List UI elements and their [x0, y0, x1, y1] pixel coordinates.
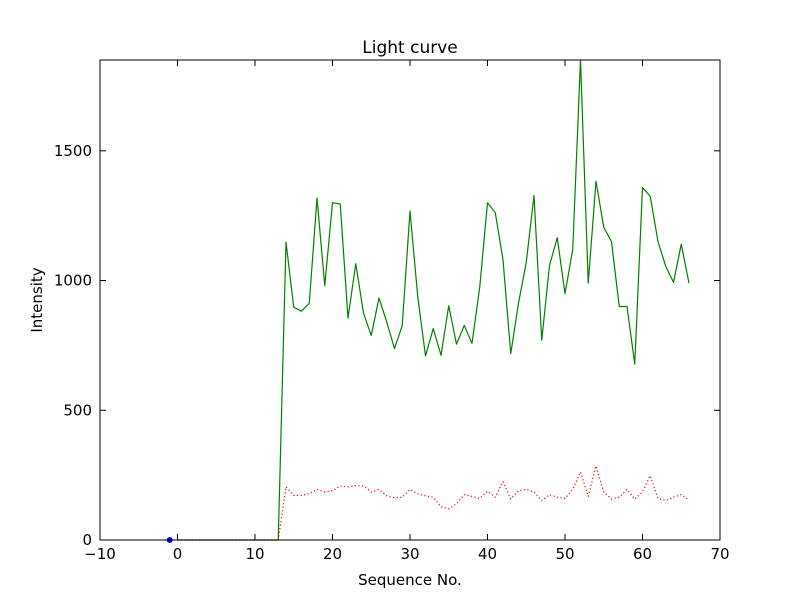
- series-layer: [166, 59, 690, 543]
- plot-frame: [99, 59, 721, 541]
- y-tick-label: 1500: [54, 142, 92, 160]
- solid-series-line: [177, 59, 690, 541]
- x-tick-label: 40: [478, 545, 497, 563]
- chart-title: Light curve: [362, 38, 457, 58]
- dotted-series-line: [177, 465, 690, 541]
- y-tick-label: 500: [63, 401, 92, 419]
- x-tick-label: −10: [84, 545, 116, 563]
- x-tick-label: 50: [555, 545, 574, 563]
- y-tick-label: 0: [82, 531, 92, 549]
- x-tick-label: 60: [633, 545, 652, 563]
- x-axis-label: Sequence No.: [358, 571, 462, 589]
- x-tick-label: 70: [710, 545, 729, 563]
- x-tick-label: 30: [400, 545, 419, 563]
- x-tick-label: 20: [323, 545, 342, 563]
- y-axis-label: Intensity: [28, 267, 46, 332]
- x-tick-label: 10: [245, 545, 264, 563]
- y-tick-label: 1000: [54, 272, 92, 290]
- x-tick-label: 0: [173, 545, 183, 563]
